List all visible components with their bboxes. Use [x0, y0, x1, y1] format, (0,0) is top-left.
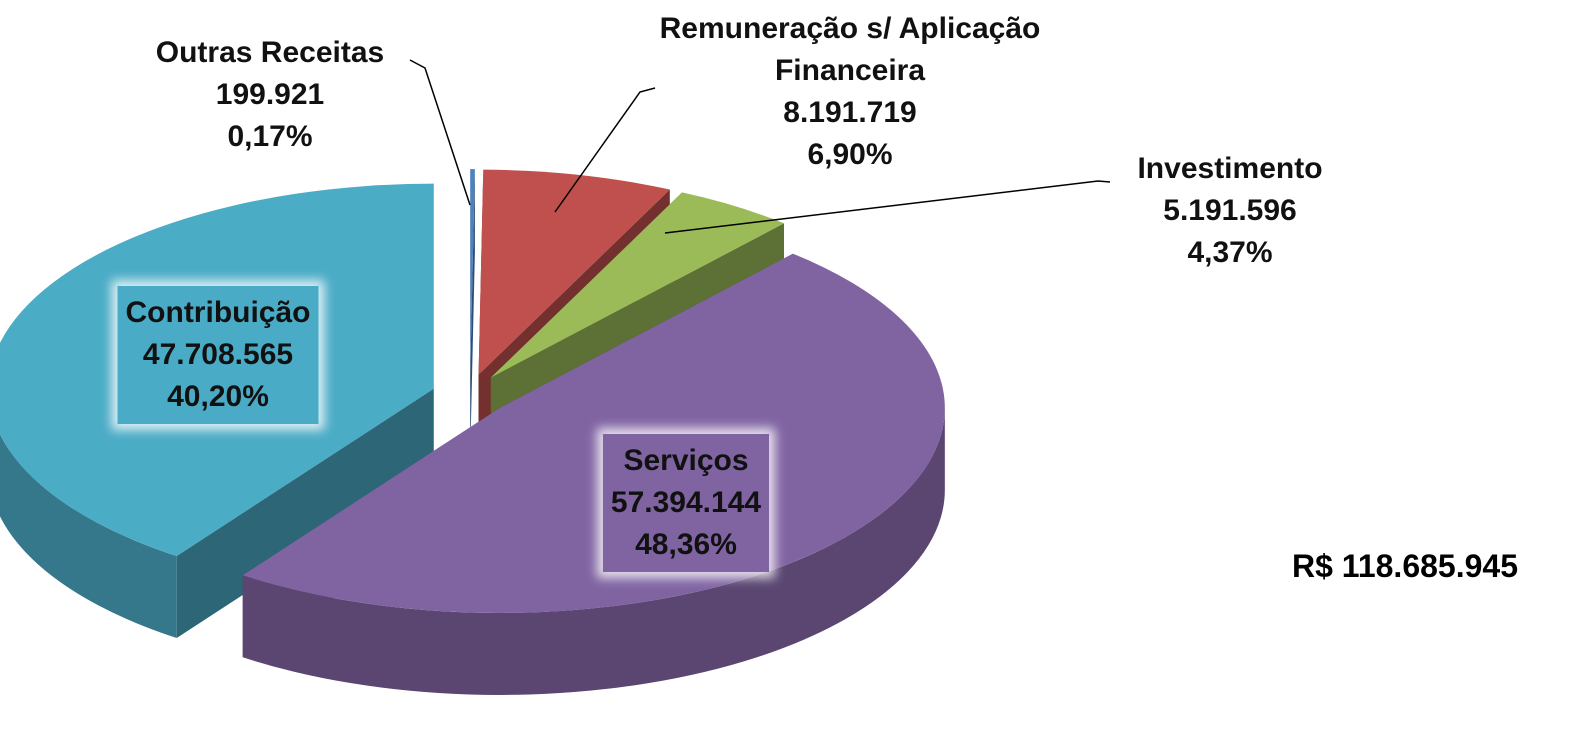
leader-line — [554, 87, 656, 213]
label: Serviços 57.394.144 48,36% — [602, 434, 770, 572]
slice — [242, 253, 945, 613]
slice-side — [242, 407, 945, 695]
leader-line — [664, 180, 1111, 234]
category-label: Remuneração s/ Aplicação Financeira — [659, 12, 1041, 87]
slice-side — [0, 434, 177, 638]
value-label: 57.394.144 — [610, 486, 762, 519]
percent-label: 48,36% — [635, 528, 737, 561]
category-label: Serviços — [623, 444, 749, 477]
value-label: 8.191.719 — [783, 96, 917, 129]
category-label: Contribuição — [125, 296, 311, 329]
value-label: 199.921 — [215, 78, 325, 111]
slice-face — [470, 169, 475, 457]
category-label: Investimento — [1137, 152, 1323, 185]
category-label: Outras Receitas — [155, 36, 385, 69]
percent-label: 40,20% — [167, 380, 269, 413]
slice — [490, 192, 784, 378]
value-label: 47.708.565 — [142, 338, 294, 371]
leader-line — [409, 59, 471, 206]
label: Investimento 5.191.596 4,37% — [1137, 148, 1322, 274]
slice — [478, 169, 670, 375]
total-label: R$ 118.685.945 — [1292, 548, 1518, 584]
label: Outras Receitas 199.921 0,17% — [156, 32, 384, 158]
slice — [470, 169, 475, 375]
label: Remuneração s/ Aplicação Financeira 8.19… — [650, 8, 1050, 176]
slice-face — [176, 388, 434, 638]
percent-label: 4,37% — [1187, 236, 1273, 269]
percent-label: 6,90% — [807, 138, 893, 171]
value-label: 5.191.596 — [1163, 194, 1297, 227]
percent-label: 0,17% — [227, 120, 313, 153]
label: Contribuição 47.708.565 40,20% — [117, 286, 319, 424]
